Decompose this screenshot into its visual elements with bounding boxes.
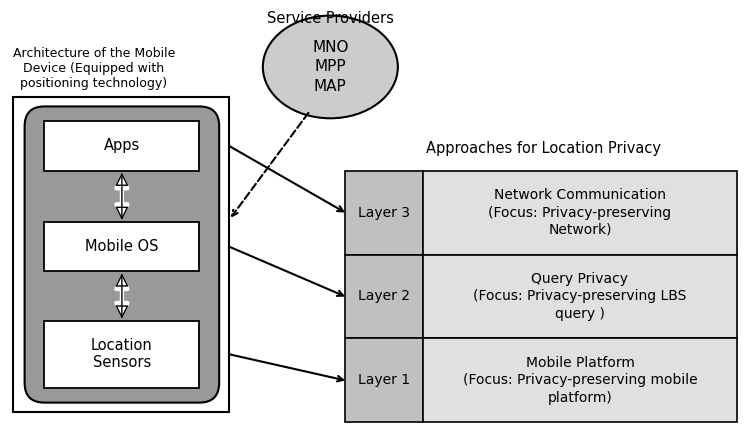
Bar: [423, 170, 737, 255]
Text: Layer 1: Layer 1: [358, 373, 410, 388]
Text: Mobile Platform
(Focus: Privacy-preserving mobile
platform): Mobile Platform (Focus: Privacy-preservi…: [463, 356, 697, 405]
Text: Location
Sensors: Location Sensors: [91, 338, 153, 371]
Bar: [345, 338, 423, 422]
Text: Network Communication
(Focus: Privacy-preserving
Network): Network Communication (Focus: Privacy-pr…: [489, 188, 672, 237]
Bar: [44, 320, 199, 388]
Bar: [345, 255, 423, 338]
Text: Layer 3: Layer 3: [358, 205, 410, 220]
Text: MNO
MPP
MAP: MNO MPP MAP: [312, 40, 348, 94]
Bar: [423, 338, 737, 422]
Bar: [423, 255, 737, 338]
Ellipse shape: [263, 16, 398, 118]
Bar: [345, 170, 423, 255]
Text: Apps: Apps: [104, 139, 140, 153]
Bar: [13, 96, 229, 412]
Bar: [44, 121, 199, 170]
Text: Service Providers: Service Providers: [267, 10, 394, 26]
Text: Query Privacy
(Focus: Privacy-preserving LBS
query ): Query Privacy (Focus: Privacy-preserving…: [474, 272, 687, 321]
Text: Layer 2: Layer 2: [358, 290, 410, 303]
Text: Approaches for Location Privacy: Approaches for Location Privacy: [426, 141, 661, 156]
Bar: [44, 222, 199, 271]
Text: Mobile OS: Mobile OS: [85, 239, 158, 254]
Text: Architecture of the Mobile
Device (Equipped with
positioning technology): Architecture of the Mobile Device (Equip…: [13, 47, 175, 90]
FancyBboxPatch shape: [25, 106, 219, 402]
